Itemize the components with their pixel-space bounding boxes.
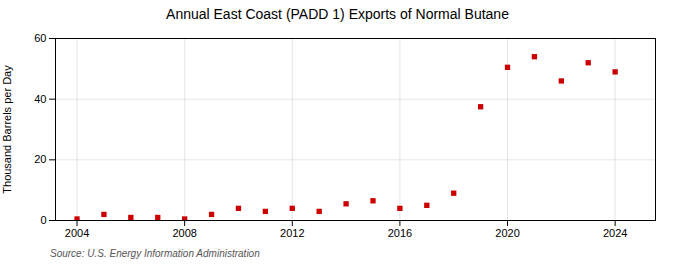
svg-text:40: 40: [34, 93, 46, 105]
html-text:Source: U.S. Energy Informatio: Source: U.S. Energy Information Administ…: [50, 248, 260, 259]
svg-text:2016: 2016: [388, 227, 412, 239]
svg-text:60: 60: [34, 32, 46, 44]
svg-text:2024: 2024: [603, 227, 627, 239]
svg-text:2004: 2004: [65, 227, 89, 239]
svg-text:Thousand Barrels per Day: Thousand Barrels per Day: [1, 65, 13, 194]
svg-text:20: 20: [34, 153, 46, 165]
svg-text:2020: 2020: [495, 227, 519, 239]
svg-text:2008: 2008: [172, 227, 196, 239]
svg-text:0: 0: [40, 214, 46, 226]
svg-text:2012: 2012: [280, 227, 304, 239]
html-text:Annual East Coast (PADD 1) Exp: Annual East Coast (PADD 1) Exports of No…: [166, 6, 509, 22]
